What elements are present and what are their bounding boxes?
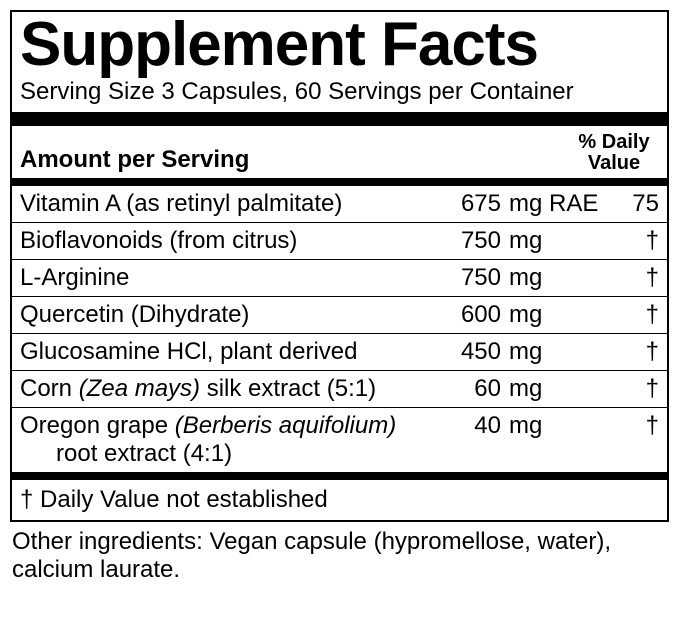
ingredient-unit: mg xyxy=(509,338,609,366)
header-amount-per-serving: Amount per Serving xyxy=(20,146,569,174)
ingredient-name: Vitamin A (as retinyl palmitate) xyxy=(20,190,439,218)
ingredient-row: Quercetin (Dihydrate)600mg† xyxy=(12,297,667,333)
serving-size: Serving Size 3 Capsules, 60 Servings per… xyxy=(12,76,667,112)
ingredient-name: Oregon grape (Berberis aquifolium)root e… xyxy=(20,412,439,468)
other-ingredients: Other ingredients: Vegan capsule (hyprom… xyxy=(10,522,669,584)
ingredient-row: Vitamin A (as retinyl palmitate)675mg RA… xyxy=(12,186,667,222)
ingredient-amount: 600 xyxy=(439,301,509,329)
ingredient-dv: † xyxy=(609,301,659,329)
ingredient-dv: † xyxy=(609,338,659,366)
ingredient-dv: 75 xyxy=(609,190,659,218)
ingredient-amount: 40 xyxy=(439,412,509,440)
ingredient-name: Quercetin (Dihydrate) xyxy=(20,301,439,329)
ingredient-amount: 675 xyxy=(439,190,509,218)
ingredient-unit: mg xyxy=(509,301,609,329)
rule-thick xyxy=(12,112,667,126)
ingredient-amount: 60 xyxy=(439,375,509,403)
panel-title: Supplement Facts xyxy=(12,14,667,76)
ingredient-name: L-Arginine xyxy=(20,264,439,292)
dv-footnote: † Daily Value not established xyxy=(12,480,667,520)
ingredient-unit: mg xyxy=(509,375,609,403)
header-row: Amount per Serving % Daily Value xyxy=(12,126,667,178)
ingredient-amount: 750 xyxy=(439,227,509,255)
rule-med xyxy=(12,178,667,186)
rule-med-2 xyxy=(12,472,667,480)
header-dv-l2: Value xyxy=(588,152,640,174)
ingredient-name: Corn (Zea mays) silk extract (5:1) xyxy=(20,375,439,403)
ingredient-row: Corn (Zea mays) silk extract (5:1)60mg† xyxy=(12,371,667,407)
ingredient-rows: Vitamin A (as retinyl palmitate)675mg RA… xyxy=(12,186,667,472)
ingredient-dv: † xyxy=(609,375,659,403)
supplement-facts-panel: Supplement Facts Serving Size 3 Capsules… xyxy=(10,10,669,522)
ingredient-amount: 750 xyxy=(439,264,509,292)
header-dv-l1: % Daily xyxy=(578,131,649,153)
ingredient-row: L-Arginine750mg† xyxy=(12,260,667,296)
ingredient-name: Glucosamine HCl, plant derived xyxy=(20,338,439,366)
header-daily-value: % Daily Value xyxy=(569,132,659,174)
ingredient-dv: † xyxy=(609,412,659,440)
ingredient-unit: mg xyxy=(509,412,609,440)
ingredient-row: Bioflavonoids (from citrus)750mg† xyxy=(12,223,667,259)
ingredient-unit: mg xyxy=(509,227,609,255)
ingredient-name: Bioflavonoids (from citrus) xyxy=(20,227,439,255)
ingredient-row: Oregon grape (Berberis aquifolium)root e… xyxy=(12,408,667,472)
ingredient-dv: † xyxy=(609,264,659,292)
ingredient-unit: mg xyxy=(509,264,609,292)
ingredient-amount: 450 xyxy=(439,338,509,366)
ingredient-dv: † xyxy=(609,227,659,255)
ingredient-unit: mg RAE xyxy=(509,190,609,218)
ingredient-row: Glucosamine HCl, plant derived450mg† xyxy=(12,334,667,370)
